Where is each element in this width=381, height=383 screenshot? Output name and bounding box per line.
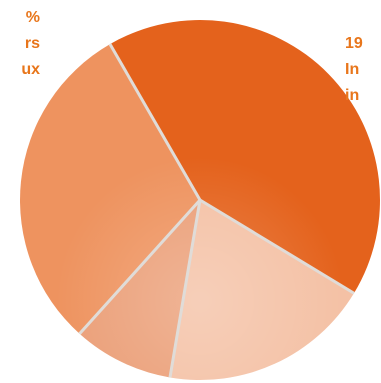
slice-separator-1 (108, 43, 202, 201)
slice-label-right: 19 In in (345, 31, 363, 109)
slice-label-right-line-1: 19 (345, 35, 363, 52)
slice-label-right-line-3: in (345, 87, 360, 104)
slice-label-left-line-1: % (25, 9, 40, 26)
slice-separator-2 (199, 198, 355, 295)
slice-label-right-line-2: In (345, 61, 360, 78)
slice-separator-4 (78, 198, 202, 335)
slice-separator-3 (168, 199, 202, 378)
slice-label-left: % rs ux (21, 5, 40, 83)
slice-label-left-line-2: rs (24, 35, 40, 52)
slice-label-left-line-3: ux (21, 61, 40, 78)
